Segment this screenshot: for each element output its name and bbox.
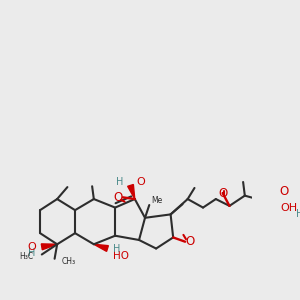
Text: H: H [296,208,300,219]
Text: CH₃: CH₃ [61,257,76,266]
Text: H₃C: H₃C [19,252,33,261]
Polygon shape [128,184,135,199]
Polygon shape [94,244,108,251]
Text: O: O [136,177,145,187]
Polygon shape [41,244,57,250]
Text: H: H [116,177,124,187]
Text: H: H [28,248,36,258]
Text: Me: Me [151,196,162,205]
Text: O: O [27,242,36,252]
Text: O: O [185,235,194,248]
Text: OH: OH [280,203,298,213]
Text: O: O [279,185,288,198]
Text: HO: HO [112,251,129,261]
Text: H: H [112,244,120,254]
Text: O: O [114,191,123,204]
Text: O: O [218,187,227,200]
